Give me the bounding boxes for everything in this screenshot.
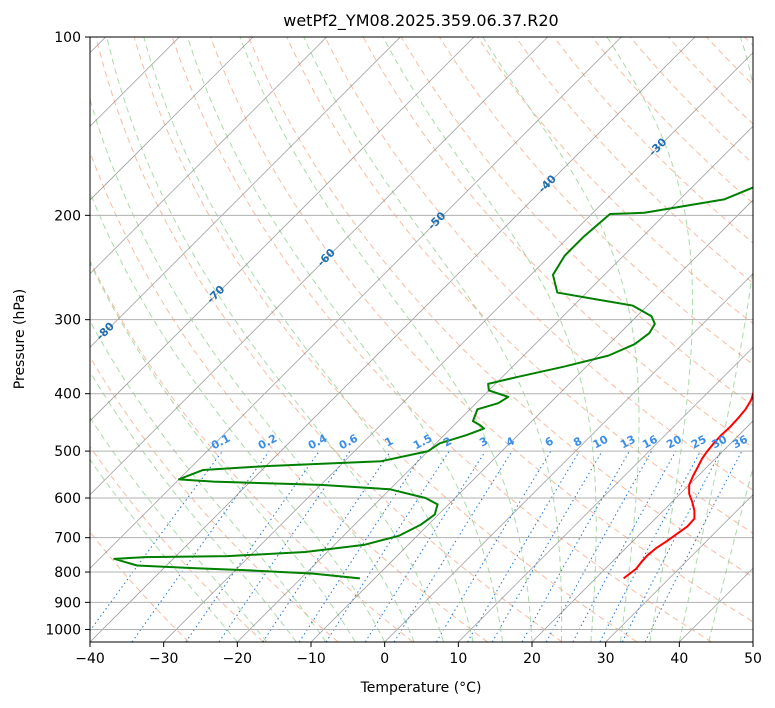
dry-adiabat-line bbox=[171, 37, 712, 642]
mixing-ratio-label: 30 bbox=[710, 433, 730, 452]
y-tick-label: 600 bbox=[54, 491, 81, 507]
mixing-ratio-line bbox=[185, 450, 320, 642]
mixing-ratio-line bbox=[262, 450, 392, 642]
x-tick-label: 20 bbox=[523, 651, 541, 667]
dry-adiabat-line bbox=[286, 37, 753, 534]
y-tick-label: 700 bbox=[54, 531, 81, 547]
mixing-ratio-line bbox=[364, 450, 486, 642]
dry-adiabat-line bbox=[515, 37, 753, 284]
dry-adiabat-line bbox=[95, 37, 563, 642]
moist-adiabat-line bbox=[187, 37, 504, 642]
y-tick-label: 800 bbox=[54, 565, 81, 581]
mixing-ratio-label: 36 bbox=[730, 433, 750, 452]
moist-adiabat-line bbox=[90, 416, 268, 642]
x-tick-label: 30 bbox=[597, 651, 615, 667]
moist-adiabat-line bbox=[606, 37, 694, 642]
plot-frame bbox=[89, 36, 754, 643]
moist-adiabat-line bbox=[90, 320, 327, 642]
moist-adiabat-line bbox=[90, 190, 386, 642]
isotherm-line bbox=[605, 494, 753, 642]
x-tick-label: −20 bbox=[223, 651, 253, 667]
y-tick-label: 400 bbox=[54, 387, 81, 403]
dry-adiabat-line bbox=[90, 259, 414, 642]
mixing-ratio-label: 16 bbox=[640, 433, 660, 452]
y-tick-label: 500 bbox=[54, 444, 81, 460]
y-tick-label: 100 bbox=[54, 30, 81, 46]
dry-adiabat-line bbox=[133, 37, 638, 642]
moist-adiabat-line bbox=[143, 37, 474, 642]
isotherm-line bbox=[163, 52, 753, 642]
mixing-ratio-label: 13 bbox=[618, 433, 638, 452]
mixing-ratio-label: 10 bbox=[591, 433, 611, 452]
x-axis-label: Temperature (°C) bbox=[360, 680, 482, 696]
isotherm-line bbox=[90, 37, 622, 569]
isotherm-line bbox=[458, 346, 753, 642]
mixing-ratio-line bbox=[218, 450, 351, 642]
isotherm-line bbox=[237, 125, 753, 642]
x-tick-label: 0 bbox=[380, 651, 389, 667]
y-tick-label: 1000 bbox=[45, 622, 81, 638]
x-axis: −40 −30 −20 −10 0 10 20 30 40 50 bbox=[75, 642, 762, 667]
isotherm-line bbox=[90, 37, 696, 642]
dry-adiabat-line bbox=[210, 37, 753, 623]
y-tick-label: 900 bbox=[54, 595, 81, 611]
x-tick-label: 40 bbox=[670, 651, 688, 667]
x-tick-label: −40 bbox=[75, 651, 105, 667]
y-axis: 100 200 300 400 500 600 700 800 900 1000 bbox=[45, 30, 90, 638]
x-tick-label: 50 bbox=[744, 651, 762, 667]
mixing-ratio-line bbox=[467, 450, 580, 642]
moist-adiabat-line bbox=[239, 37, 533, 642]
series-layer bbox=[113, 186, 753, 580]
dry-adiabat-line bbox=[90, 445, 264, 642]
y-tick-label: 300 bbox=[54, 313, 81, 329]
moist-adiabat-line bbox=[303, 37, 563, 642]
mixing-ratio-line bbox=[298, 450, 425, 642]
moist-adiabat-line bbox=[90, 371, 297, 642]
dry-adiabat-line bbox=[248, 37, 753, 578]
mixing-ratio-label: 20 bbox=[664, 433, 684, 452]
isotherm-line bbox=[90, 37, 254, 201]
dewpoint-profile-line bbox=[113, 186, 753, 580]
isotherm-line bbox=[90, 37, 475, 422]
moist-adiabat-line bbox=[708, 465, 753, 642]
isotherm-line bbox=[531, 420, 753, 642]
y-tick-label: 200 bbox=[54, 208, 81, 224]
moist-adiabat-line bbox=[90, 458, 238, 642]
isotherm-line bbox=[90, 37, 401, 348]
x-tick-label: 10 bbox=[449, 651, 467, 667]
moist-adiabat-line bbox=[678, 37, 753, 642]
mixing-ratio-line bbox=[131, 450, 270, 642]
isotherm-line bbox=[90, 37, 327, 275]
mixing-ratio-line bbox=[599, 450, 701, 642]
dry-adiabat-line bbox=[324, 37, 753, 491]
mixing-ratio-label: 25 bbox=[689, 433, 709, 452]
chart-title: wetPf2_YM08.2025.359.06.37.R20 bbox=[283, 11, 558, 31]
x-tick-label: −10 bbox=[296, 651, 326, 667]
mixing-ratio-line bbox=[435, 450, 552, 642]
mixing-ratio-line bbox=[572, 450, 677, 642]
background-lines bbox=[90, 37, 753, 642]
moist-adiabat-line bbox=[90, 261, 356, 642]
isotherm-line bbox=[384, 273, 753, 642]
temperature-profile-line bbox=[623, 390, 753, 580]
mixing-ratio-line bbox=[325, 450, 450, 642]
moist-adiabat-line bbox=[482, 37, 640, 642]
x-tick-label: −30 bbox=[149, 651, 179, 667]
isotherm-line bbox=[310, 199, 753, 642]
y-axis-label: Pressure (hPa) bbox=[12, 289, 28, 389]
isotherm-line bbox=[90, 37, 548, 496]
moist-adiabat-line bbox=[382, 37, 597, 642]
